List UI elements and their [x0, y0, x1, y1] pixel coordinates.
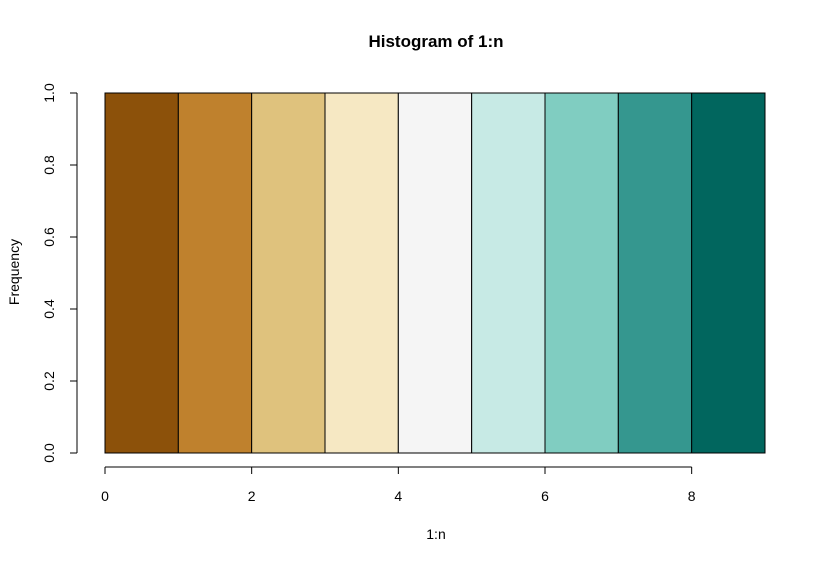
- histogram-bar-2: [177, 92, 253, 454]
- y-tick-label: 0.4: [41, 299, 57, 319]
- y-tick-label: 1.0: [41, 83, 57, 103]
- y-axis-label: Frequency: [6, 239, 22, 305]
- y-tick-label: 0.8: [41, 155, 57, 175]
- x-tick-label: 6: [541, 488, 549, 504]
- bars-group: [104, 92, 766, 454]
- histogram-bar-7: [544, 92, 619, 454]
- y-tick-label: 0.2: [41, 371, 57, 391]
- y-tick-label: 0.6: [41, 227, 57, 247]
- x-axis-label: 1:n: [426, 526, 445, 542]
- histogram-bar-4: [324, 92, 399, 454]
- x-tick-label: 0: [101, 488, 109, 504]
- histogram-bar-9: [691, 92, 766, 454]
- histogram-bar-6: [471, 92, 546, 454]
- x-tick-label: 2: [248, 488, 256, 504]
- x-tick-label: 4: [394, 488, 402, 504]
- histogram-bar-3: [251, 92, 326, 454]
- histogram-bar-8: [617, 92, 693, 454]
- histogram-bar-5: [397, 92, 473, 454]
- y-tick-label: 0.0: [41, 443, 57, 463]
- chart-title: Histogram of 1:n: [368, 32, 503, 51]
- x-axis: 0 2 4 6 8: [101, 466, 696, 504]
- x-tick-label: 8: [688, 488, 696, 504]
- y-axis: 0.0 0.2 0.4 0.6 0.8 1.0: [41, 83, 78, 463]
- histogram-bar-1: [104, 92, 179, 454]
